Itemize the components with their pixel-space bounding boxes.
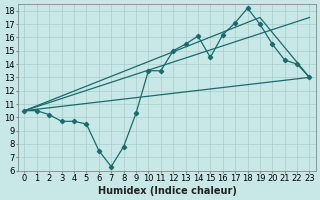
X-axis label: Humidex (Indice chaleur): Humidex (Indice chaleur) xyxy=(98,186,236,196)
